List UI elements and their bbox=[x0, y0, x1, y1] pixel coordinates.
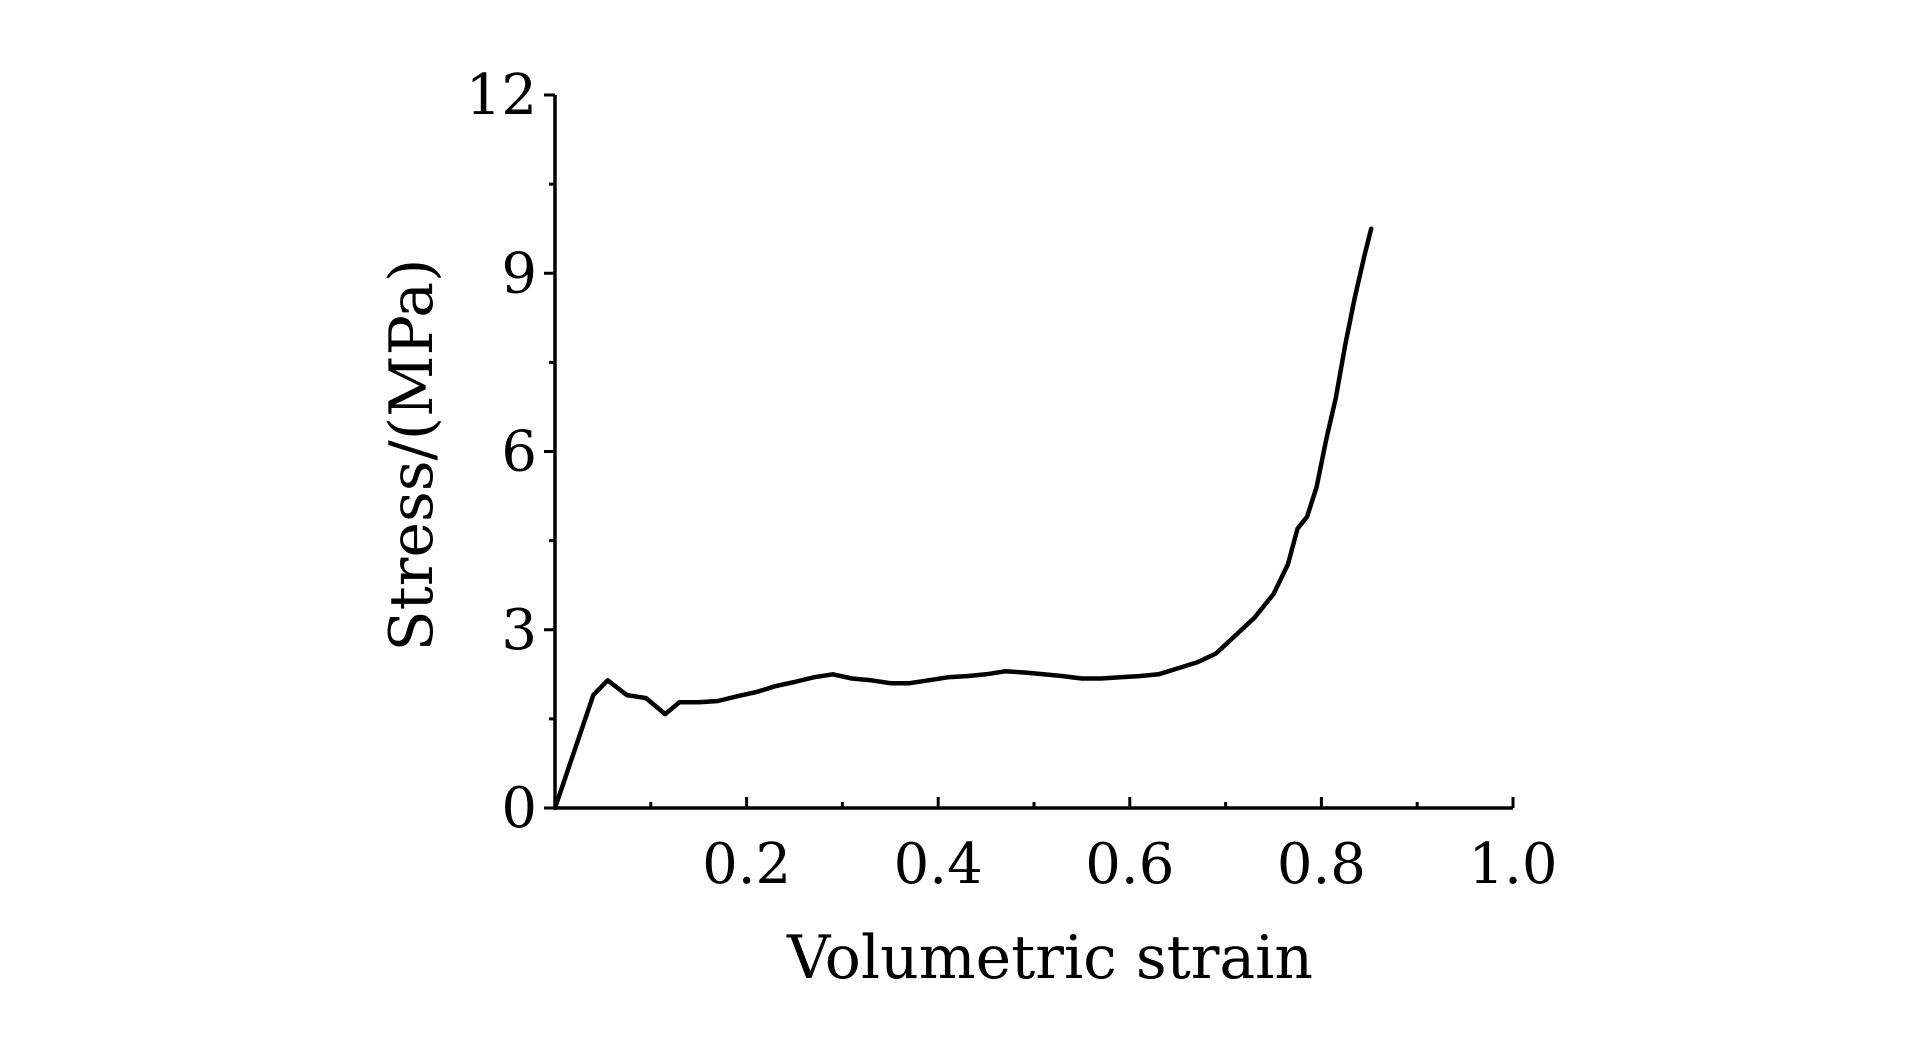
tick-labels: 0.2 0.4 0.6 0.8 1.0 0 3 6 9 12 bbox=[466, 63, 1558, 897]
y-tick-label: 6 bbox=[501, 420, 537, 485]
series-group bbox=[552, 226, 1374, 811]
x-tick-label: 1.0 bbox=[1468, 832, 1557, 897]
y-axis-title: Stress/(MPa) bbox=[377, 259, 447, 652]
x-axis-title: Volumetric strain bbox=[786, 923, 1313, 993]
ticks bbox=[544, 93, 1515, 810]
y-tick-label: 9 bbox=[501, 241, 537, 306]
x-tick-label: 0.2 bbox=[702, 832, 791, 897]
y-tick-label: 0 bbox=[501, 776, 537, 841]
stress-strain-line bbox=[552, 226, 1374, 811]
y-tick-label: 3 bbox=[501, 598, 537, 663]
x-tick-label: 0.6 bbox=[1085, 832, 1174, 897]
x-tick-label: 0.4 bbox=[894, 832, 983, 897]
y-tick-label: 12 bbox=[466, 63, 537, 128]
x-tick-label: 0.8 bbox=[1277, 832, 1366, 897]
